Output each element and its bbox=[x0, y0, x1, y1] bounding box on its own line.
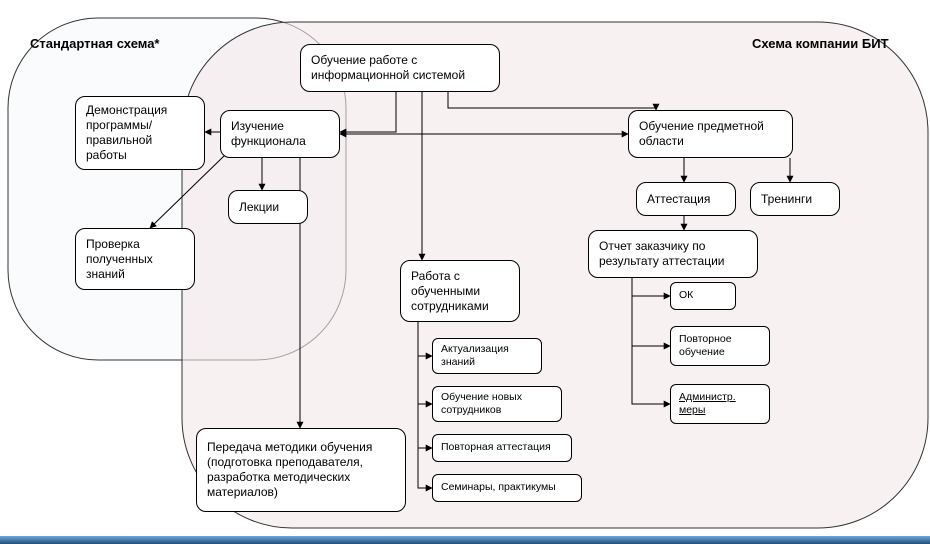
node-root: Обучение работе с информационной системо… bbox=[300, 44, 500, 92]
node-func: Изучение функционала bbox=[220, 110, 340, 158]
node-label-ok: ОК bbox=[679, 289, 693, 302]
node-admin: Администр. меры bbox=[670, 384, 770, 424]
edge-13 bbox=[418, 322, 432, 356]
edge-11 bbox=[632, 278, 670, 346]
node-report: Отчет заказчику по результату аттестации bbox=[588, 230, 758, 278]
node-label-demo: Демонстрация программы/ правильной работ… bbox=[86, 103, 194, 163]
node-newstaff: Обучение новых сотрудников bbox=[432, 386, 562, 422]
node-repeat_train: Повторное обучение bbox=[670, 326, 770, 366]
node-label-aktual: Актуализация знаний bbox=[441, 343, 533, 369]
node-label-repeat_train: Повторное обучение bbox=[679, 333, 761, 359]
edge-12 bbox=[632, 278, 670, 404]
node-repeat_attest: Повторная аттестация bbox=[432, 434, 572, 462]
node-label-root: Обучение работе с информационной системо… bbox=[311, 53, 489, 83]
node-label-newstaff: Обучение новых сотрудников bbox=[441, 391, 553, 417]
diagram-canvas: Стандартная схема* Схема компании БИТ Обу… bbox=[0, 0, 930, 544]
node-label-repeat_attest: Повторная аттестация bbox=[441, 441, 551, 454]
node-work: Работа с обученными сотрудниками bbox=[400, 260, 520, 322]
node-check: Проверка полученных знаний bbox=[75, 228, 195, 290]
node-label-work: Работа с обученными сотрудниками bbox=[411, 269, 509, 314]
node-label-domain: Обучение предметной области bbox=[639, 119, 782, 149]
edge-16 bbox=[418, 322, 432, 488]
node-seminars: Семинары, практикумы bbox=[432, 474, 582, 502]
node-label-seminars: Семинары, практикумы bbox=[441, 481, 556, 494]
edge-15 bbox=[418, 322, 432, 448]
node-demo: Демонстрация программы/ правильной работ… bbox=[75, 96, 205, 170]
node-aktual: Актуализация знаний bbox=[432, 338, 542, 374]
edge-1 bbox=[448, 92, 656, 110]
node-label-attest: Аттестация bbox=[647, 192, 710, 207]
region-label-standard: Стандартная схема* bbox=[30, 36, 160, 51]
edge-14 bbox=[418, 322, 432, 404]
node-attest: Аттестация bbox=[636, 182, 736, 216]
node-trainings: Тренинги bbox=[750, 182, 840, 216]
bottom-accent-band bbox=[0, 536, 930, 544]
node-transfer: Передача методики обучения (подготовка п… bbox=[196, 428, 406, 512]
node-label-report: Отчет заказчику по результату аттестации bbox=[599, 239, 747, 269]
edge-0 bbox=[340, 92, 396, 132]
node-lectures: Лекции bbox=[228, 190, 308, 224]
node-label-check: Проверка полученных знаний bbox=[86, 237, 184, 282]
region-standard bbox=[8, 18, 346, 360]
node-label-transfer: Передача методики обучения (подготовка п… bbox=[207, 440, 395, 500]
edge-10 bbox=[632, 278, 670, 296]
node-label-func: Изучение функционала bbox=[231, 119, 329, 149]
node-domain: Обучение предметной области bbox=[628, 110, 793, 158]
region-label-bit: Схема компании БИТ bbox=[752, 36, 889, 51]
node-label-admin: Администр. меры bbox=[679, 391, 761, 417]
node-ok: ОК bbox=[670, 282, 736, 310]
node-label-lectures: Лекции bbox=[239, 200, 279, 215]
node-label-trainings: Тренинги bbox=[761, 192, 812, 207]
